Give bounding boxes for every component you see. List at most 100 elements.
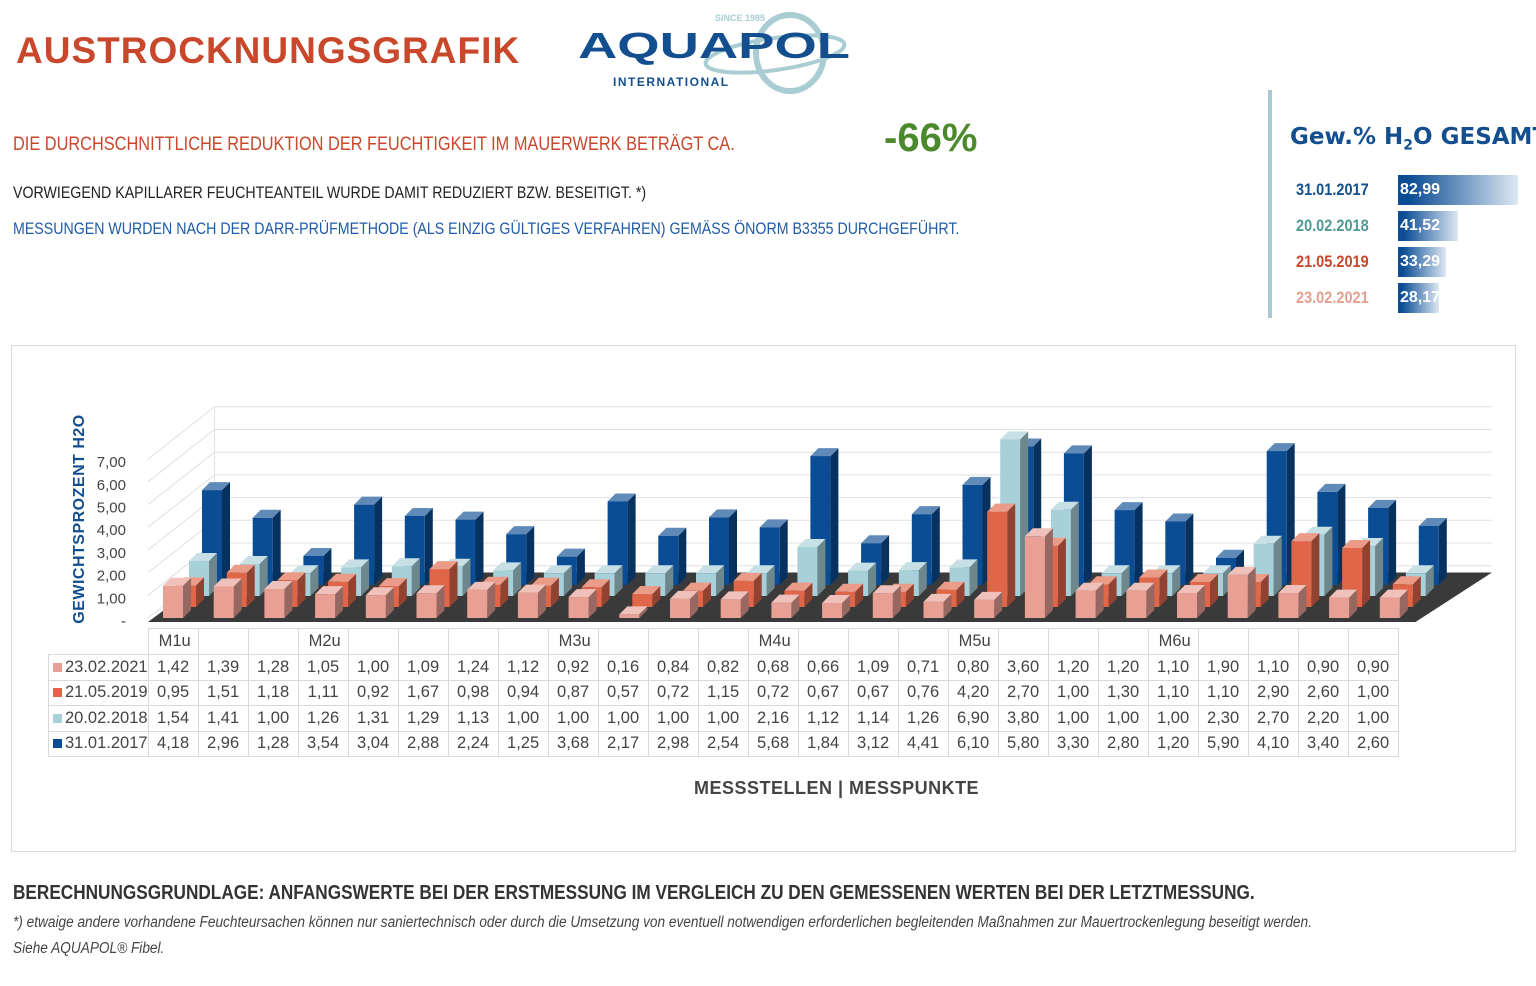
bar-top [1114, 502, 1143, 511]
bar-side [576, 548, 585, 585]
bar-top [543, 565, 572, 574]
bar-top [696, 565, 724, 574]
data-cell: 3,68 [547, 730, 599, 757]
category-label: M3u [547, 628, 599, 655]
bar-side [905, 583, 914, 607]
bar-23.02.2021 [1024, 536, 1045, 618]
bar-top [378, 578, 407, 587]
data-cell: 2,90 [1247, 679, 1299, 706]
data-cell: 1,29 [397, 705, 449, 732]
total-bar: 41,52 [1398, 211, 1459, 241]
bar-top [1418, 517, 1447, 526]
bar-side [246, 564, 255, 607]
data-cell: 0,16 [597, 654, 649, 681]
data-cell: 3,60 [997, 654, 1049, 681]
total-date: 31.01.2017 [1296, 180, 1369, 199]
total-date: 23.02.2021 [1296, 288, 1369, 307]
bar-top [607, 493, 636, 502]
data-cell: 1,11 [297, 679, 349, 706]
bar-side [272, 509, 281, 585]
data-cell: 1,00 [497, 705, 549, 732]
data-cell: 1,84 [797, 730, 849, 757]
bar-top [365, 587, 394, 596]
data-cell: 1,00 [347, 654, 399, 681]
data-cell: 1,42 [147, 654, 199, 681]
bar-top [277, 572, 306, 581]
category-label: M2u [297, 628, 349, 655]
data-cell: 2,98 [647, 730, 699, 757]
bar-side [652, 586, 661, 607]
bar-top [404, 507, 433, 516]
data-cell: 1,00 [1147, 705, 1199, 732]
bar-23.02.2021 [1177, 593, 1197, 618]
data-cell: 1,10 [1247, 654, 1299, 681]
bar-side [830, 448, 839, 585]
bar-top [645, 565, 674, 574]
bar-top [746, 565, 775, 574]
bar-side [1425, 565, 1434, 596]
bar-side [678, 527, 687, 585]
bar-23.02.2021 [670, 598, 690, 618]
bar-top [898, 562, 927, 571]
data-cell: 0,87 [547, 679, 599, 706]
method-note: MESSUNGEN WURDEN NACH DER DARR-PRÜFMETHO… [13, 220, 960, 238]
bar-side [892, 585, 901, 618]
data-cell: 6,10 [947, 730, 999, 757]
legend-name: 23.02.2021 [65, 657, 148, 676]
bar-top [810, 448, 839, 457]
y-axis-label: GEWICHTSPROZENT H2O [71, 414, 88, 624]
category-label [347, 628, 399, 655]
legend-name: 20.02.2018 [65, 708, 148, 727]
bar-side [1247, 566, 1256, 618]
bar-23.02.2021 [974, 599, 995, 618]
data-cell: 0,76 [897, 679, 949, 706]
bar-side [348, 573, 357, 607]
data-cell: 0,80 [947, 654, 999, 681]
data-cell: 2,70 [997, 679, 1049, 706]
bar-23.02.2021 [315, 594, 336, 618]
category-label [1197, 628, 1249, 655]
bar-side [550, 577, 559, 607]
bar-side [817, 538, 826, 596]
bar-side [1273, 535, 1282, 596]
data-cell: 1,13 [447, 705, 499, 732]
bar-side [424, 507, 433, 585]
corner-cell [49, 629, 149, 655]
series-label: 23.02.2021 [48, 654, 149, 681]
data-cell: 1,10 [1197, 679, 1249, 706]
category-label: M4u [747, 628, 799, 655]
data-cell: 5,90 [1197, 730, 1249, 757]
bar-side [259, 555, 268, 596]
data-cell: 0,92 [547, 654, 599, 681]
bar-top [1075, 582, 1104, 591]
bar-side [842, 595, 851, 618]
bar-side [1185, 513, 1194, 585]
bar-top [936, 581, 965, 590]
bar-side [1412, 576, 1421, 607]
bar-side [537, 584, 546, 618]
bar-top [416, 585, 445, 594]
bar-side [1159, 569, 1168, 607]
data-cell: 1,00 [1347, 679, 1399, 706]
bar-top [315, 586, 344, 595]
bar-top [1405, 565, 1434, 574]
data-cell: 0,98 [447, 679, 499, 706]
category-label: M5u [947, 628, 999, 655]
y-tick-label: 7,00 [97, 454, 126, 471]
data-cell: 0,68 [747, 654, 799, 681]
data-cell: 1,00 [547, 705, 599, 732]
legend-swatch [53, 739, 62, 749]
bar-top [429, 561, 458, 570]
bar-side [1388, 499, 1397, 585]
bar-top [911, 506, 940, 515]
data-cell: 2,60 [1297, 679, 1349, 706]
data-cell: 0,90 [1297, 654, 1349, 681]
data-cell: 1,00 [1047, 705, 1099, 732]
bar-top [962, 476, 991, 485]
bar-side [994, 591, 1003, 618]
bar-21.05.2019 [987, 511, 1008, 607]
data-cell: 1,09 [397, 654, 449, 681]
bar-top [303, 547, 332, 556]
bar-side [1172, 565, 1181, 596]
